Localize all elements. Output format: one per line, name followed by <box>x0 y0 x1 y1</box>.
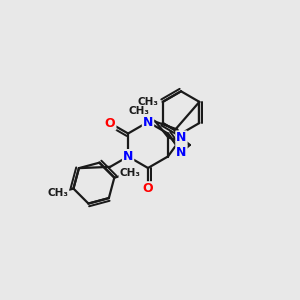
Text: N: N <box>176 131 187 144</box>
Text: O: O <box>105 117 116 130</box>
Text: N: N <box>143 116 153 128</box>
Text: CH₃: CH₃ <box>129 106 150 116</box>
Text: CH₃: CH₃ <box>119 169 140 178</box>
Text: O: O <box>143 182 153 195</box>
Text: CH₃: CH₃ <box>137 98 158 107</box>
Text: CH₃: CH₃ <box>47 188 68 198</box>
Text: N: N <box>123 150 133 163</box>
Text: N: N <box>176 146 187 159</box>
